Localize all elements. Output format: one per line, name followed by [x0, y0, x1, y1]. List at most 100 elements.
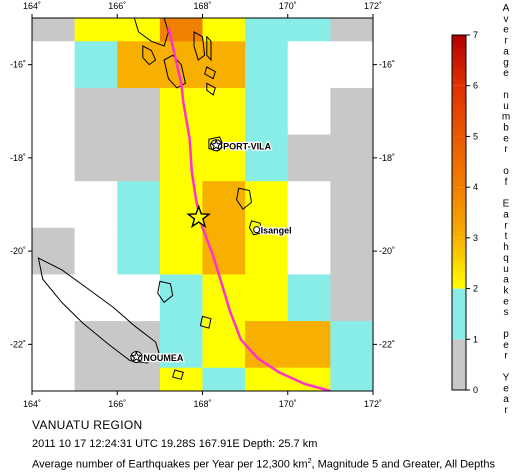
legend-title-letter: r — [504, 144, 508, 155]
grid-cell — [330, 18, 373, 42]
grid-cell — [32, 134, 76, 182]
city-star-icon — [130, 350, 143, 363]
legend-title-letter: e — [503, 25, 509, 36]
city-label: PORT-VILA — [223, 141, 272, 151]
grid-cell — [330, 87, 373, 136]
legend-title-letter: n — [503, 90, 509, 101]
grid-cell — [287, 321, 331, 369]
average-caption-sup: 2 — [307, 458, 312, 465]
top-lon-label: 168˚ — [193, 1, 211, 11]
epicenter-star-icon — [186, 204, 212, 229]
legend-title-letter: f — [505, 177, 508, 188]
legend-title-letter: e — [503, 296, 509, 307]
legend-title-letter: s — [504, 307, 509, 318]
grid-cell — [330, 134, 373, 182]
left-lat-label: -16˚ — [10, 60, 26, 70]
grid-cell — [117, 227, 161, 275]
island-outline — [37, 257, 161, 364]
grid-cell — [74, 41, 118, 89]
legend-title-letter: v — [504, 14, 509, 25]
legend-band — [452, 339, 466, 390]
grid-cell — [287, 367, 331, 391]
grid-cell — [245, 134, 289, 182]
legend-title-letter: h — [503, 242, 509, 253]
bottom-lon-label: 172˚ — [364, 399, 382, 409]
grid-cell — [245, 321, 289, 369]
legend-tick-label: 0 — [473, 385, 478, 395]
island-outline — [206, 35, 212, 62]
grid-cell — [74, 274, 118, 322]
grid-cell — [117, 134, 161, 182]
grid-cell — [330, 367, 373, 391]
average-caption-prefix: Average number of Earthquakes per Year p… — [32, 458, 308, 471]
legend-band — [452, 35, 466, 86]
legend-title-letter: p — [503, 329, 509, 340]
legend-title-letter: m — [502, 112, 510, 123]
grid-cell — [159, 274, 203, 322]
city-label: NOUMEA — [143, 353, 183, 363]
event-details: 2011 10 17 12:24:31 UTC 19.28S 167.91E D… — [32, 438, 318, 450]
legend-title-letter: r — [504, 405, 508, 416]
legend-tick-label: 4 — [473, 182, 478, 192]
city-markers: PORT-VILA Isangel NOUMEA — [130, 138, 293, 364]
grid-cell — [74, 87, 118, 136]
bottom-lon-label: 166˚ — [108, 399, 126, 409]
grid-cell — [32, 367, 76, 391]
grid-cell — [117, 87, 161, 136]
island-outline — [248, 220, 263, 236]
grid-cell — [117, 367, 161, 391]
top-lon-label: 170˚ — [279, 1, 297, 11]
grid-cell — [32, 87, 76, 136]
legend-title-letter: a — [503, 275, 509, 286]
right-lat-label: -22˚ — [379, 339, 395, 349]
grid-cell — [202, 41, 246, 89]
legend-band — [452, 237, 466, 289]
grid-cell — [32, 321, 76, 369]
island-outline — [203, 66, 216, 80]
legend-title-letter: r — [504, 220, 508, 231]
grid-cell — [287, 181, 331, 229]
grid-cell — [245, 18, 289, 42]
grid-cell — [117, 181, 161, 229]
legend-title-letter: E — [503, 199, 510, 210]
grid-cell — [245, 181, 289, 229]
top-lon-label: 164˚ — [23, 1, 41, 11]
legend-title-letter: r — [504, 351, 508, 362]
plate-boundary — [167, 27, 331, 391]
grid-cell — [202, 18, 246, 42]
grid-cell — [117, 18, 161, 42]
grid-cell — [32, 181, 76, 229]
legend-title-letter: A — [503, 3, 510, 14]
legend-title-letter: u — [503, 264, 509, 275]
right-lat-label: -16˚ — [379, 60, 395, 70]
grid-cell — [117, 41, 161, 89]
grid-cell — [330, 321, 373, 369]
grid-cell — [32, 227, 76, 275]
grid-cell — [74, 18, 118, 42]
legend-title-letter: q — [503, 253, 509, 264]
top-lon-label: 166˚ — [108, 1, 126, 11]
legend-band — [452, 288, 466, 340]
grid-cell — [159, 134, 203, 182]
legend-title-letter: r — [504, 36, 508, 47]
grid-cell — [245, 41, 289, 89]
legend-title-letter: o — [503, 166, 509, 177]
grid-cell — [202, 321, 246, 369]
island-outline — [236, 187, 253, 210]
map-axis-ticks: 164˚ 164˚ 166˚ 166˚ 168˚ 168˚ 170˚ 170˚ 172˚ 172˚… — [10, 1, 395, 409]
grid-cell — [287, 18, 331, 42]
grid-cell — [330, 274, 373, 322]
seismicity-grid — [32, 18, 373, 391]
bottom-lon-label: 170˚ — [279, 399, 297, 409]
grid-cell — [330, 181, 373, 229]
legend-band — [452, 187, 466, 238]
average-caption: Average number of Earthquakes per Year p… — [32, 458, 495, 471]
legend-title-letter: a — [503, 394, 509, 405]
legend-tick-label: 7 — [473, 30, 478, 40]
grid-cell — [245, 227, 289, 275]
legend-band — [452, 85, 466, 137]
epicenter-star — [186, 204, 212, 229]
color-scale-legend: 01234567AveragenumberofEarthquakesperYea… — [451, 3, 510, 416]
right-lat-label: -18˚ — [379, 153, 395, 163]
